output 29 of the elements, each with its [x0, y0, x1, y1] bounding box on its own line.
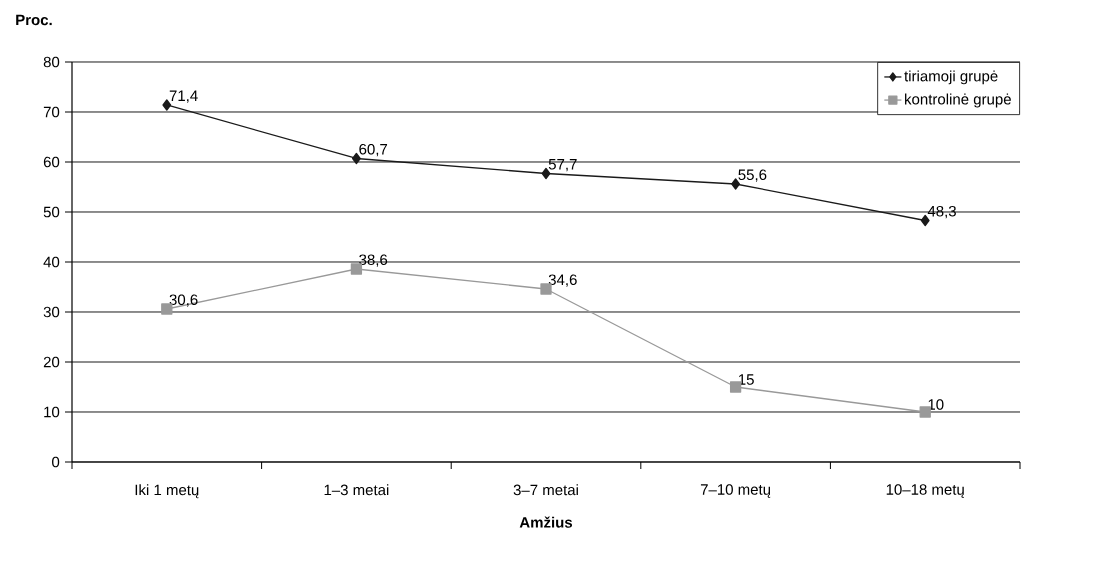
y-tick-label: 80 [43, 56, 60, 68]
data-label: 55,6 [738, 169, 767, 182]
y-tick-label: 20 [43, 356, 60, 368]
legend-label: kontrolinė grupė [905, 93, 1011, 108]
data-label: 34,6 [548, 274, 577, 287]
x-tick-label: Iki 1 metų [135, 484, 199, 499]
x-tick-label: 1–3 metai [324, 484, 389, 496]
data-label: 30,6 [169, 294, 198, 307]
y-tick-label: 30 [43, 306, 60, 318]
data-label: 10 [928, 399, 944, 410]
data-label: 60,7 [359, 143, 388, 157]
y-tick-label: 40 [43, 256, 60, 268]
point [541, 167, 551, 180]
y-tick-label: 0 [52, 456, 60, 468]
y-tick-label: 10 [44, 406, 60, 418]
y-tick-label: 50 [43, 206, 60, 218]
x-tick-label: 3–7 metai [513, 484, 578, 496]
data-label: 48,3 [927, 205, 956, 219]
data-label: 71,4 [169, 90, 198, 103]
y-tick-label: 70 [43, 106, 60, 118]
legend-label: tiriamoji grupė [904, 70, 998, 85]
x-axis-title: Amžius [519, 516, 573, 528]
x-tick-label: 7–10 metų [700, 484, 771, 498]
point [919, 406, 931, 418]
y-tick-label: 60 [43, 156, 60, 168]
y-axis-title: Proc. [16, 14, 52, 26]
data-label: 38,6 [359, 254, 388, 267]
data-label: 57,7 [548, 159, 577, 172]
x-tick-label: 10–18 metų [886, 484, 964, 498]
